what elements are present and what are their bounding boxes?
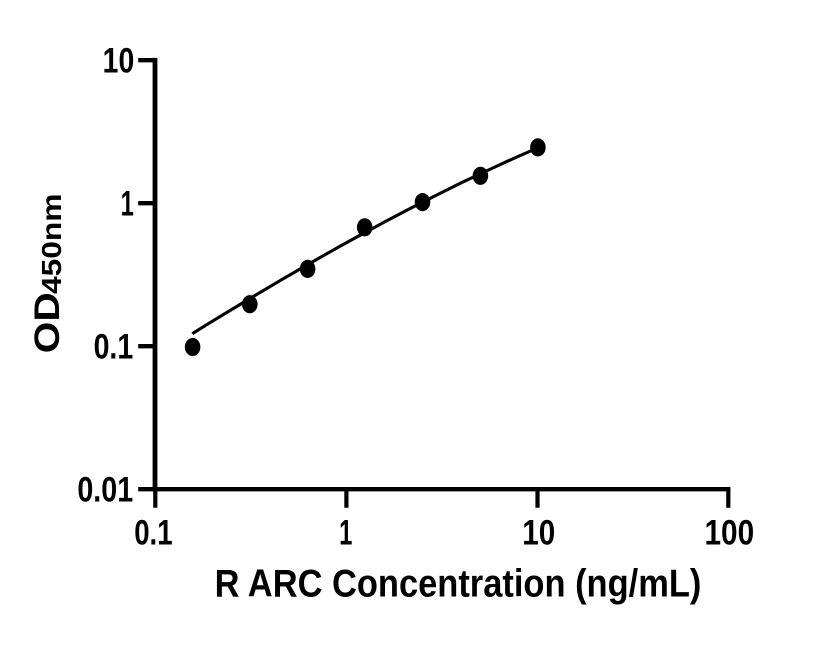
svg-text:R ARC Concentration (ng/mL): R ARC Concentration (ng/mL): [215, 563, 702, 606]
svg-text:0.1: 0.1: [94, 327, 134, 366]
svg-text:0.1: 0.1: [134, 512, 172, 552]
svg-text:1: 1: [339, 514, 352, 553]
svg-text:10: 10: [522, 513, 555, 552]
svg-text:10: 10: [103, 41, 135, 81]
svg-text:100: 100: [704, 513, 754, 552]
svg-text:1: 1: [121, 185, 134, 224]
svg-text:OD: OD: [27, 292, 67, 353]
svg-text:0.01: 0.01: [77, 470, 133, 509]
svg-text:450nm: 450nm: [36, 194, 67, 295]
